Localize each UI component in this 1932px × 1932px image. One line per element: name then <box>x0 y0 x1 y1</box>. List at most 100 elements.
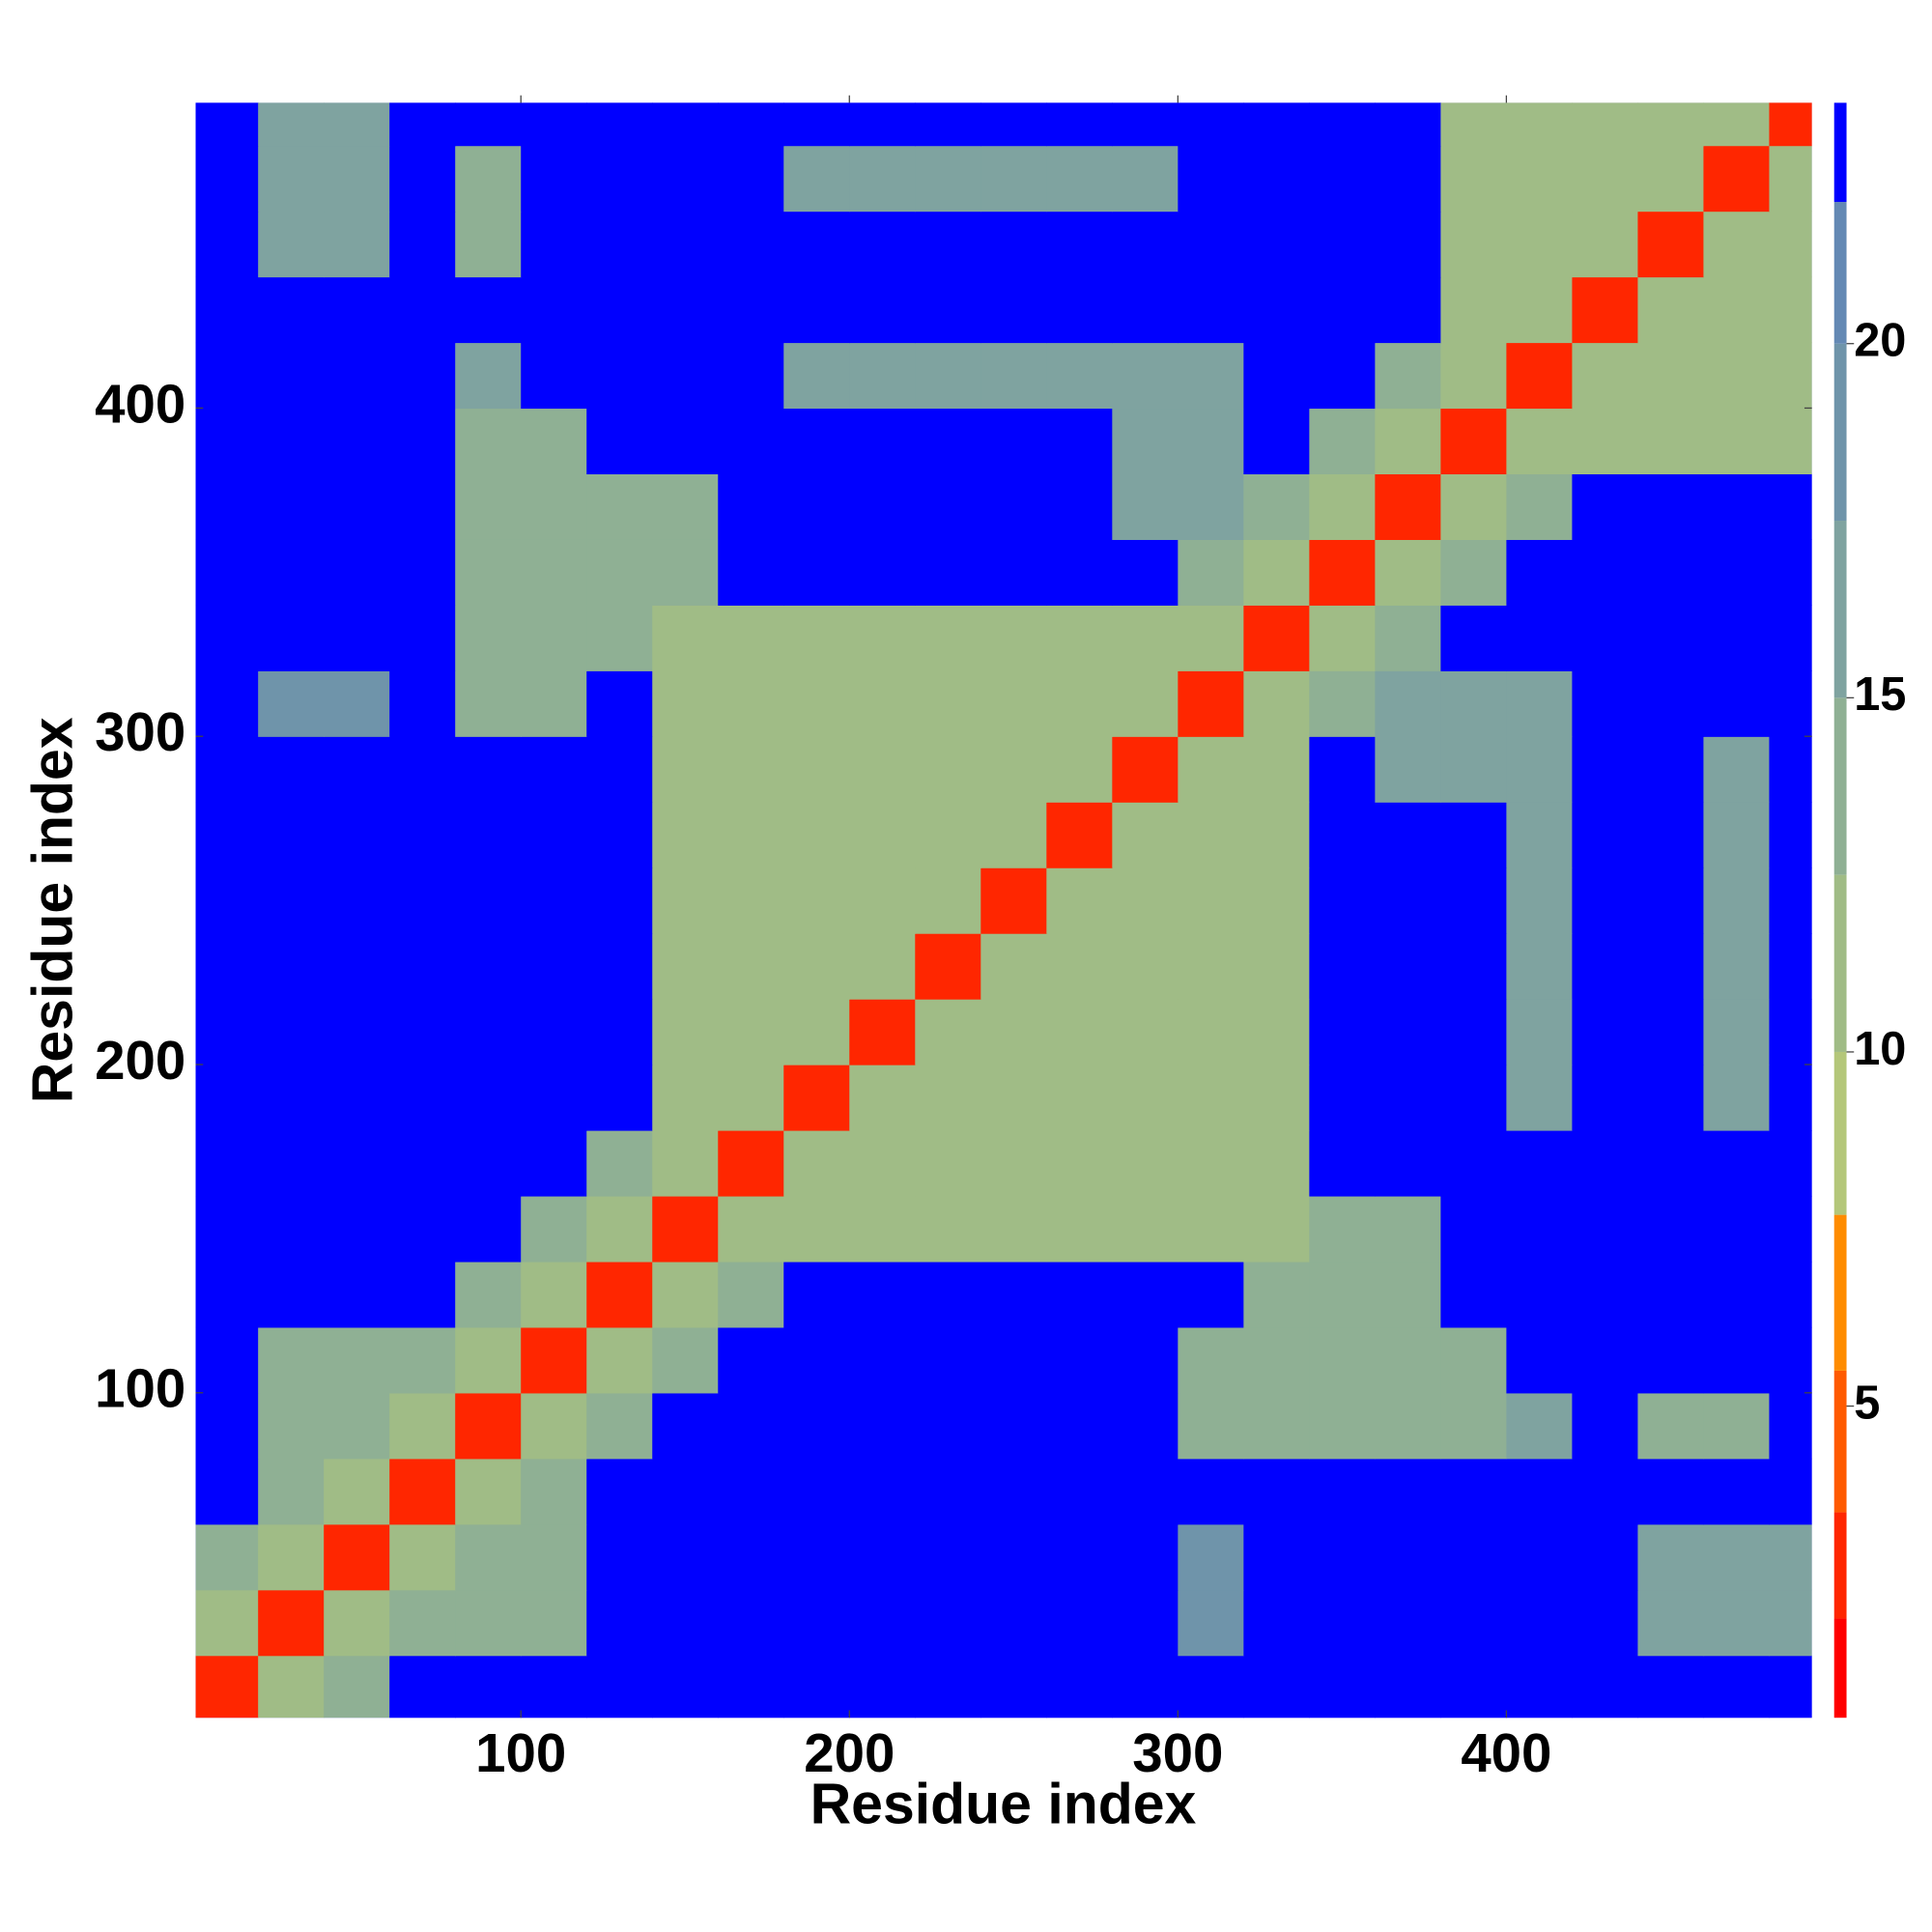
heatmap-cell <box>521 408 587 475</box>
heatmap-cell <box>1769 1458 1812 1525</box>
heatmap-cell <box>1243 867 1310 934</box>
heatmap-cell <box>1112 276 1179 344</box>
heatmap-cell <box>1637 1655 1705 1719</box>
heatmap-cell <box>324 1326 390 1394</box>
heatmap-cell <box>1506 802 1574 868</box>
heatmap-cell <box>783 1589 850 1657</box>
heatmap-cell <box>1046 933 1113 1000</box>
heatmap-cell <box>849 670 916 737</box>
heatmap-cell <box>324 867 390 934</box>
heatmap-cell <box>1506 736 1574 803</box>
heatmap-cell <box>324 999 390 1065</box>
heatmap-cell <box>195 211 259 278</box>
heatmap-cell <box>1703 145 1771 213</box>
heatmap-cell <box>324 1589 390 1657</box>
heatmap-cell <box>1112 1195 1179 1263</box>
heatmap-cell <box>783 1129 850 1197</box>
heatmap-cell <box>586 670 653 737</box>
heatmap-cell <box>1375 1392 1442 1460</box>
heatmap-cell <box>195 1261 259 1328</box>
heatmap-cell <box>195 1589 259 1657</box>
heatmap-cell <box>1309 1326 1377 1394</box>
heatmap-cell <box>195 473 259 540</box>
heatmap-cell <box>1572 1195 1639 1263</box>
heatmap-cell <box>1572 736 1639 803</box>
heatmap-cell <box>1112 342 1179 410</box>
heatmap-cell <box>1309 1129 1377 1197</box>
heatmap-cell <box>915 145 981 213</box>
heatmap-cell <box>980 276 1047 344</box>
heatmap-cell <box>1309 1589 1377 1657</box>
colorbar-tick-label: 15 <box>1854 668 1906 721</box>
heatmap-cell <box>1769 670 1812 737</box>
heatmap-cell <box>1375 342 1442 410</box>
heatmap-cell <box>1178 276 1244 344</box>
heatmap-cell <box>1506 1195 1574 1263</box>
heatmap-cell <box>1572 342 1639 410</box>
heatmap-cell <box>521 933 587 1000</box>
heatmap-cell <box>1309 211 1377 278</box>
heatmap-cell <box>1112 539 1179 606</box>
heatmap-cell <box>718 342 784 410</box>
heatmap-cell <box>849 867 916 934</box>
heatmap-cell <box>652 670 719 737</box>
heatmap-cell <box>1243 539 1310 606</box>
heatmap-cell <box>980 1326 1047 1394</box>
heatmap-cell <box>980 933 1047 1000</box>
heatmap-cell <box>1375 605 1442 671</box>
heatmap-cell <box>1243 276 1310 344</box>
heatmap-cell <box>195 539 259 606</box>
heatmap-cell <box>915 539 981 606</box>
heatmap-cell <box>1046 1523 1113 1591</box>
heatmap-cell <box>1769 276 1812 344</box>
heatmap-cell <box>1112 1326 1179 1394</box>
heatmap-cell <box>1178 102 1244 147</box>
heatmap-cell <box>1178 1129 1244 1197</box>
heatmap-cell <box>1178 933 1244 1000</box>
heatmap-cell <box>1243 342 1310 410</box>
heatmap-cell <box>915 1523 981 1591</box>
heatmap-cell <box>1440 342 1508 410</box>
heatmap-cell <box>258 276 325 344</box>
heatmap-cell <box>1309 933 1377 1000</box>
heatmap-cell <box>1703 999 1771 1065</box>
heatmap-cell <box>783 867 850 934</box>
heatmap-cell <box>1572 605 1639 671</box>
heatmap-cell <box>915 1129 981 1197</box>
heatmap-cell <box>915 802 981 868</box>
heatmap-cell <box>1506 1589 1574 1657</box>
heatmap-cell <box>980 1589 1047 1657</box>
heatmap-cell <box>324 605 390 671</box>
heatmap-cell <box>1703 211 1771 278</box>
heatmap-cell <box>1309 802 1377 868</box>
heatmap-cell <box>1046 1392 1113 1460</box>
heatmap-cell <box>389 473 456 540</box>
heatmap-cell <box>1572 670 1639 737</box>
heatmap-cell <box>586 867 653 934</box>
heatmap-cell <box>324 802 390 868</box>
heatmap-cell <box>1112 802 1179 868</box>
heatmap-cell <box>455 473 522 540</box>
heatmap-cell <box>1112 605 1179 671</box>
colorbar-band <box>1833 1370 1847 1513</box>
heatmap-cell <box>1375 1589 1442 1657</box>
heatmap-cell <box>1375 933 1442 1000</box>
heatmap-cell <box>195 1392 259 1460</box>
heatmap-cell <box>718 1065 784 1131</box>
heatmap-cell <box>586 1195 653 1263</box>
heatmap-cell <box>652 1261 719 1328</box>
heatmap-cell <box>1506 211 1574 278</box>
heatmap-cell <box>1046 1065 1113 1131</box>
heatmap-cell <box>1309 1523 1377 1591</box>
heatmap-cell <box>980 867 1047 934</box>
heatmap-cell <box>586 145 653 213</box>
heatmap-cell <box>586 999 653 1065</box>
heatmap-cell <box>1178 211 1244 278</box>
heatmap-cell <box>915 1458 981 1525</box>
heatmap-cell <box>1637 867 1705 934</box>
heatmap-cell <box>783 1065 850 1131</box>
heatmap-cell <box>1243 802 1310 868</box>
heatmap-cell <box>1572 1589 1639 1657</box>
heatmap-cell <box>849 1392 916 1460</box>
